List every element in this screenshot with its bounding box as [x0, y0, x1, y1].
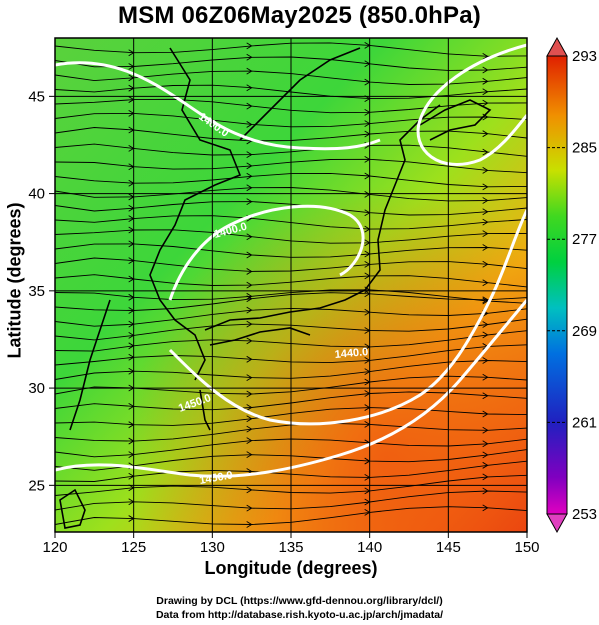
streamline-arrow	[482, 451, 489, 459]
x-axis-label: Longitude (degrees)	[204, 558, 378, 578]
streamline-arrow	[482, 321, 489, 328]
grid-lines	[55, 38, 527, 532]
streamline-arrow	[246, 151, 253, 159]
streamline-arrow	[246, 415, 253, 423]
streamline-arrow	[246, 198, 253, 206]
streamline-arrow	[482, 504, 489, 512]
streamline-arrow	[246, 102, 253, 110]
y-tick-label: 30	[28, 380, 45, 397]
streamline-arrow	[246, 451, 253, 459]
streamline-arrow	[482, 167, 489, 174]
y-tick-label: 35	[28, 283, 45, 300]
streamline-arrow	[482, 230, 489, 237]
streamline-arrow	[482, 244, 489, 251]
height-contours	[55, 43, 527, 478]
streamline-arrow	[482, 357, 489, 364]
streamline-arrow	[246, 281, 253, 289]
streamline-arrow	[482, 297, 489, 305]
y-tick-label: 40	[28, 186, 45, 203]
streamline-arrow	[482, 218, 489, 226]
streamline-arrow	[246, 521, 253, 528]
map-title: MSM 06Z06May2025 (850.0hPa)	[118, 2, 481, 29]
streamline-arrow	[482, 197, 489, 204]
streamline-arrow	[482, 52, 489, 60]
streamline-arrow	[482, 410, 489, 418]
streamline-arrow	[482, 260, 489, 268]
streamline-arrow	[246, 121, 253, 128]
streamline-arrow	[246, 53, 253, 61]
streamline-arrow	[246, 504, 253, 512]
streamline-arrow	[482, 148, 489, 156]
streamline-arrow	[482, 296, 489, 304]
streamline-arrow	[482, 66, 489, 74]
streamline-arrow	[246, 425, 253, 433]
streamline-arrow	[246, 320, 253, 328]
streamline-arrow	[482, 279, 489, 287]
colorbar-label: 261	[572, 414, 597, 431]
streamline-arrow	[246, 404, 253, 411]
streamline-arrow	[246, 233, 253, 241]
contour-label: 1440.0	[334, 346, 369, 361]
streamline-arrow	[246, 355, 253, 363]
x-tick-label: 135	[278, 539, 303, 556]
streamline-arrow	[246, 337, 253, 345]
colorbar: 293 285 277 269 261 253	[546, 36, 597, 534]
credit-drawing: Drawing by DCL (https://www.gfd-dennou.o…	[156, 595, 443, 607]
colorbar-label: 253	[572, 506, 597, 523]
streamline-arrow	[246, 268, 253, 275]
streamline-arrow	[482, 77, 489, 85]
y-axis: 25 30 35 40 45	[28, 88, 55, 494]
streamline-arrow	[246, 292, 253, 300]
streamline-arrow	[482, 473, 489, 481]
streamline-arrow	[246, 486, 253, 494]
colorbar-top-arrow	[546, 36, 568, 57]
streamline-arrow	[246, 184, 253, 192]
streamline-arrow	[246, 172, 253, 180]
colorbar-bottom-arrow	[546, 513, 568, 534]
y-tick-label: 25	[28, 477, 45, 494]
y-axis-label: Latitude (degrees)	[4, 202, 25, 359]
streamline-arrow	[482, 99, 489, 107]
streamline-arrow	[246, 42, 253, 50]
streamline-arrow	[246, 162, 253, 170]
x-tick-label: 130	[200, 539, 225, 556]
streamline-arrow	[246, 84, 253, 92]
streamline-arrow	[482, 373, 489, 381]
streamline-arrow	[482, 461, 489, 469]
streamline-arrow	[246, 67, 253, 75]
streamline-arrow	[482, 426, 489, 434]
colorbar-scale	[546, 55, 568, 515]
x-tick-label: 150	[514, 539, 539, 556]
y-tick-label: 45	[28, 88, 45, 105]
coastlines	[59, 47, 492, 529]
colorbar-label: 293	[572, 48, 597, 65]
streamline-arrow	[482, 130, 489, 138]
streamline-arrow	[246, 437, 253, 445]
colorbar-label: 277	[572, 231, 597, 248]
streamline-arrow	[482, 487, 489, 495]
contour-label: 1450.0	[198, 469, 233, 487]
streamline-arrow	[482, 208, 489, 216]
credit-data: Data from http://database.rish.kyoto-u.a…	[155, 609, 444, 621]
colorbar-label: 269	[572, 323, 597, 340]
x-tick-label: 140	[357, 539, 382, 556]
x-tick-label: 120	[42, 539, 67, 556]
colorbar-label: 285	[572, 140, 597, 157]
temperature-field: 1400.0 1400.0 1450.0 1440.0 1450.0	[55, 38, 527, 532]
streamline-arrow	[246, 306, 253, 314]
streamline-arrow	[482, 440, 489, 448]
streamline-arrow	[482, 331, 489, 339]
streamline-arrow	[482, 183, 489, 191]
streamline-arrow	[246, 390, 253, 398]
x-tick-label: 125	[121, 539, 146, 556]
streamline-arrow	[482, 88, 489, 96]
x-axis: 120 125 130 135 140 145 150	[42, 532, 540, 556]
x-tick-label: 145	[436, 539, 461, 556]
streamline-arrow	[246, 295, 253, 303]
streamline-arrow	[246, 374, 253, 381]
streamline-arrow	[482, 392, 489, 400]
streamline-arrow	[246, 251, 253, 259]
